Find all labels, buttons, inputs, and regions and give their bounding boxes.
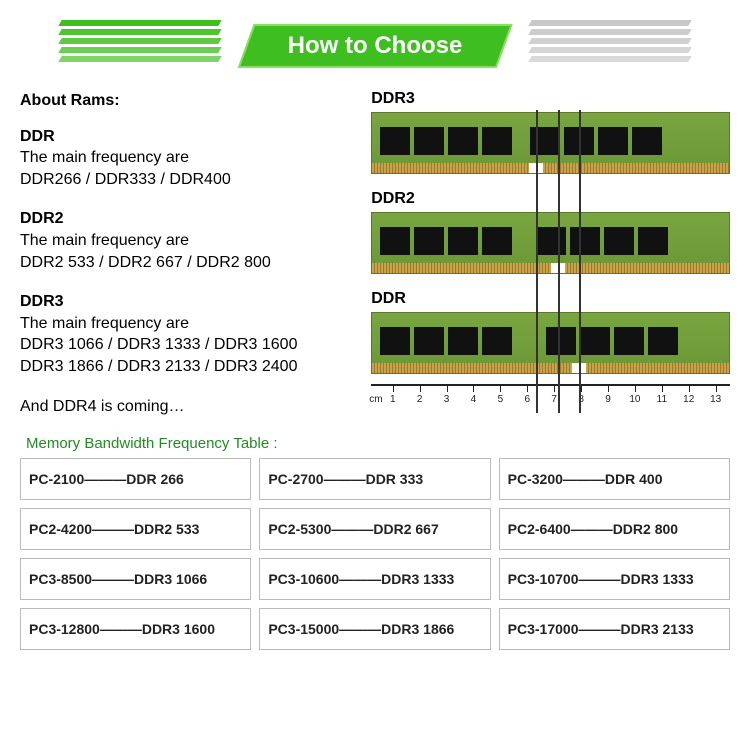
stripe (58, 56, 221, 62)
stripe (528, 38, 691, 44)
ruler-tick-label: 9 (605, 394, 611, 405)
ram-chip (448, 227, 478, 255)
ram-label: DDR (371, 290, 730, 308)
content-columns: About Rams: DDR The main frequency are D… (20, 90, 730, 417)
ram-chip (546, 327, 576, 355)
ram-chip (570, 227, 600, 255)
header-stripes-left (60, 20, 220, 62)
ram-module (371, 312, 730, 374)
freq-cell: PC2-4200———DDR2 533 (20, 508, 251, 550)
about-column: About Rams: DDR The main frequency are D… (20, 90, 351, 417)
ram-chip (482, 127, 512, 155)
ruler-tick-label: 5 (498, 394, 504, 405)
ruler-tick-label: 4 (471, 394, 477, 405)
ram-chip (536, 227, 566, 255)
about-block-line: The main frequency are (20, 230, 351, 252)
freq-cell: PC-2100———DDR 266 (20, 458, 251, 500)
header-stripes-right (530, 20, 690, 62)
about-heading: About Rams: (20, 90, 351, 112)
freq-cell: PC2-6400———DDR2 800 (499, 508, 730, 550)
header-title: How to Choose (288, 32, 463, 60)
ram-chip (414, 327, 444, 355)
ruler: cm12345678910111213 (371, 384, 730, 408)
stripe (58, 38, 221, 44)
ram-chip (380, 227, 410, 255)
freq-cell: PC3-10700———DDR3 1333 (499, 558, 730, 600)
stripe (528, 56, 691, 62)
about-block-title: DDR3 (20, 291, 351, 313)
stripe (528, 29, 691, 35)
ram-chip (380, 127, 410, 155)
ruler-tick-label: 1 (390, 394, 396, 405)
stripe (528, 20, 691, 26)
header-title-pill: How to Choose (238, 24, 513, 68)
ruler-tick-label: 2 (417, 394, 423, 405)
ram-chip (448, 127, 478, 155)
freq-cell: PC3-10600———DDR3 1333 (259, 558, 490, 600)
header: How to Choose (20, 20, 730, 70)
about-block-ddr: DDR The main frequency are DDR266 / DDR3… (20, 126, 351, 191)
ram-chip (530, 127, 560, 155)
about-block-title: DDR (20, 126, 351, 148)
ram-chip (448, 327, 478, 355)
ruler-tick-label: 7 (551, 394, 557, 405)
freq-cell: PC3-15000———DDR3 1866 (259, 608, 490, 650)
freq-cell: PC-3200———DDR 400 (499, 458, 730, 500)
page: How to Choose About Rams: DDR The main f… (0, 0, 750, 750)
ram-chip (482, 227, 512, 255)
freq-cell: PC-2700———DDR 333 (259, 458, 490, 500)
ram-chip (632, 127, 662, 155)
stripe (58, 20, 221, 26)
about-footer: And DDR4 is coming… (20, 396, 351, 418)
notch-guideline (579, 110, 581, 413)
ram-chip (598, 127, 628, 155)
frequency-table: PC-2100———DDR 266PC-2700———DDR 333PC-320… (20, 458, 730, 650)
about-block-line: DDR3 1066 / DDR3 1333 / DDR3 1600 (20, 334, 351, 356)
ram-diagram: DDR3DDR2DDRcm12345678910111213 (371, 90, 730, 417)
about-block-line: The main frequency are (20, 313, 351, 335)
stripe (58, 29, 221, 35)
ruler-tick-label: 12 (683, 394, 694, 405)
ram-module (371, 112, 730, 174)
ram-chip (414, 227, 444, 255)
ruler-tick-label: 6 (524, 394, 530, 405)
ram-chip (638, 227, 668, 255)
about-block-line: DDR3 1866 / DDR3 2133 / DDR3 2400 (20, 356, 351, 378)
ram-chip (482, 327, 512, 355)
about-block-ddr2: DDR2 The main frequency are DDR2 533 / D… (20, 208, 351, 273)
notch-guideline (536, 110, 538, 413)
freq-cell: PC3-17000———DDR3 2133 (499, 608, 730, 650)
ruler-tick-label: 10 (629, 394, 640, 405)
notch-guideline (558, 110, 560, 413)
ram-chip (380, 327, 410, 355)
ram-label: DDR3 (371, 90, 730, 108)
ram-module (371, 212, 730, 274)
about-block-title: DDR2 (20, 208, 351, 230)
ram-chip (604, 227, 634, 255)
about-block-line: DDR2 533 / DDR2 667 / DDR2 800 (20, 252, 351, 274)
about-block-line: DDR266 / DDR333 / DDR400 (20, 169, 351, 191)
ram-chip (414, 127, 444, 155)
freq-cell: PC2-5300———DDR2 667 (259, 508, 490, 550)
table-title: Memory Bandwidth Frequency Table : (26, 435, 730, 452)
stripe (58, 47, 221, 53)
ruler-tick-label: 13 (710, 394, 721, 405)
ram-chip (614, 327, 644, 355)
ruler-unit: cm (369, 394, 382, 405)
about-block-line: The main frequency are (20, 147, 351, 169)
stripe (528, 47, 691, 53)
freq-cell: PC3-12800———DDR3 1600 (20, 608, 251, 650)
ruler-tick-label: 11 (657, 394, 667, 405)
freq-cell: PC3-8500———DDR3 1066 (20, 558, 251, 600)
ruler-tick-label: 3 (444, 394, 450, 405)
about-block-ddr3: DDR3 The main frequency are DDR3 1066 / … (20, 291, 351, 377)
ram-chip (648, 327, 678, 355)
ram-label: DDR2 (371, 190, 730, 208)
ram-chip (580, 327, 610, 355)
